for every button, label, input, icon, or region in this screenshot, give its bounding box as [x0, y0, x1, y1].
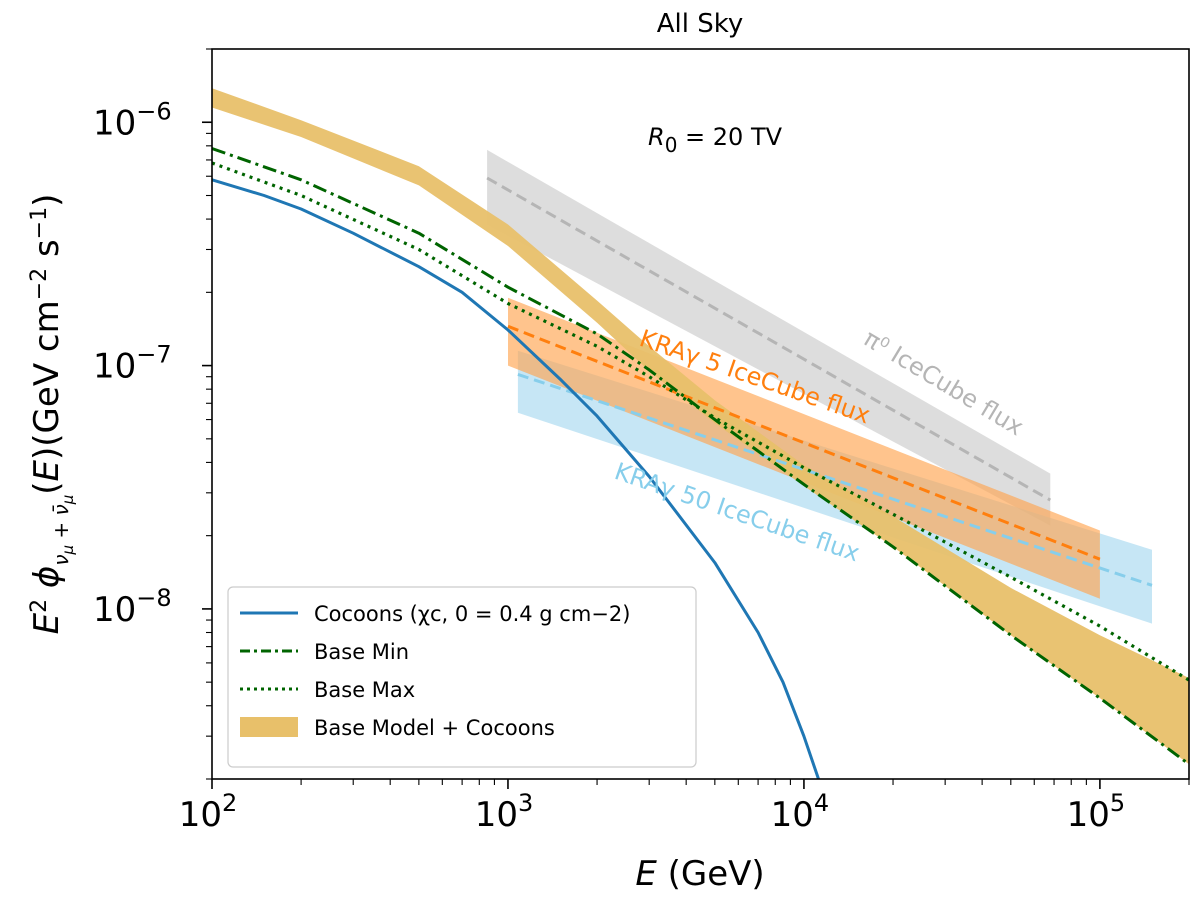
legend-label-base-min: Base Min [314, 640, 409, 664]
lines-layer [212, 147, 1189, 779]
y-tick-label: 10−7 [93, 341, 172, 387]
y-tick-label: 10−8 [93, 584, 172, 630]
legend-label-cocoons-c-0-0-4-g-cm-2: Cocoons (χc, 0 = 0.4 g cm−2) [314, 602, 630, 626]
legend: Cocoons (χc, 0 = 0.4 g cm−2) Base Min Base… [227, 586, 697, 768]
x-axis: 102 103 104 105 [179, 779, 1190, 835]
legend-swatch-base-model-cocoons [240, 717, 298, 737]
plot-frame [211, 48, 1190, 780]
x-tick-label: 103 [475, 789, 534, 835]
legend-label-base-max: Base Max [314, 678, 415, 702]
y-axis-label: E2 ϕνμ + ν̄μ(E)(GeV cm−2 s−1) [27, 194, 77, 635]
series-base-max [212, 161, 1189, 682]
legend-label-base-model-cocoons: Base Model + Cocoons [314, 716, 555, 740]
legend-frame [227, 586, 697, 768]
x-tick-label: 104 [771, 789, 830, 835]
y-tick-label: 10−6 [93, 97, 172, 143]
series-cocoons-c-0-0-4-g-cm-2 [212, 178, 820, 779]
y-axis: 10−6 10−7 10−8 [93, 48, 212, 780]
chart-title: All Sky [657, 9, 744, 39]
r0-annotation: R0 = 20 TV [648, 123, 783, 157]
series-0-icecube-flux [486, 176, 1052, 502]
plot-area [212, 88, 1189, 779]
x-tick-label: 105 [1067, 789, 1126, 835]
series-base-min [212, 147, 1189, 766]
series-kra-50-icecube-flux [517, 372, 1153, 587]
x-tick-label: 102 [179, 789, 238, 835]
series-kra-5-icecube-flux [507, 324, 1101, 561]
x-axis-label: E (GeV) [635, 854, 764, 894]
